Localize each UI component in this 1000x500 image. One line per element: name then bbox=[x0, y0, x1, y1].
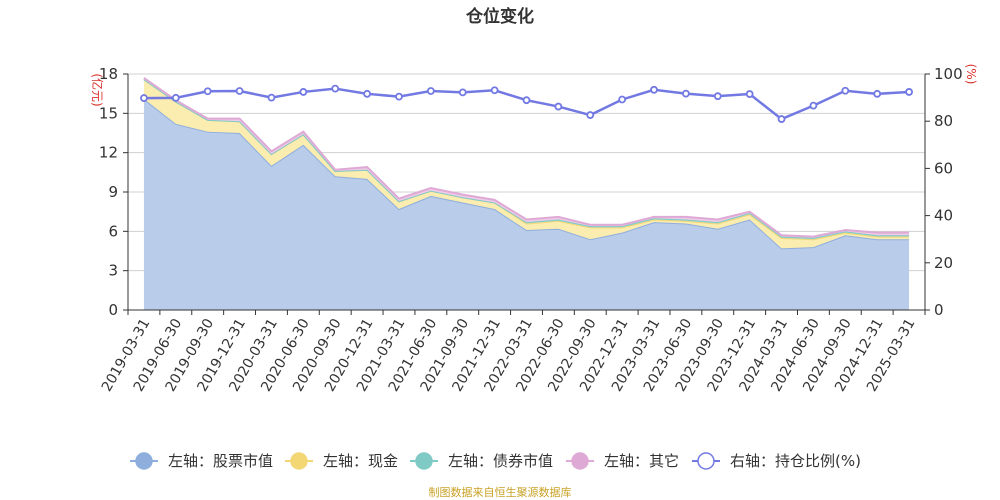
ratio-point[interactable] bbox=[171, 93, 180, 102]
legend-item-1[interactable]: 左轴：现金 bbox=[285, 452, 398, 470]
legend-label: 左轴：债券市值 bbox=[448, 452, 553, 470]
ratio-point[interactable] bbox=[458, 88, 467, 97]
ratio-point[interactable] bbox=[682, 89, 690, 98]
ratio-point[interactable] bbox=[873, 89, 882, 98]
legend-swatch-marker bbox=[290, 452, 308, 470]
legend-label: 左轴：股票市值 bbox=[168, 452, 273, 470]
ratio-point[interactable] bbox=[554, 102, 563, 111]
left-axis-unit: (亿元) bbox=[90, 73, 105, 106]
ratio-point[interactable] bbox=[235, 87, 244, 95]
legend-swatch-marker bbox=[571, 452, 589, 470]
ratio-point[interactable] bbox=[841, 86, 850, 95]
area-edge-3 bbox=[143, 77, 910, 238]
legend-swatch-marker bbox=[415, 452, 433, 470]
ratio-point[interactable] bbox=[650, 85, 658, 94]
ratio-point[interactable] bbox=[618, 95, 627, 104]
legend-item-0[interactable]: 左轴：股票市值 bbox=[130, 452, 273, 470]
ratio-line-series bbox=[140, 84, 913, 123]
legend-item-4[interactable]: 右轴：持仓比例(%) bbox=[692, 452, 861, 470]
ratio-point[interactable] bbox=[331, 84, 340, 93]
left-tick-label: 12 bbox=[99, 144, 118, 162]
ratio-point[interactable] bbox=[299, 88, 308, 96]
legend-swatch-marker bbox=[697, 452, 715, 470]
area-0 bbox=[143, 98, 910, 310]
legend-label: 左轴：现金 bbox=[323, 452, 398, 470]
ratio-point[interactable] bbox=[586, 111, 595, 119]
legend-item-3[interactable]: 左轴：其它 bbox=[566, 452, 679, 470]
legend-swatch-marker bbox=[135, 452, 153, 470]
ratio-point[interactable] bbox=[777, 115, 786, 123]
right-tick-label: 40 bbox=[934, 207, 953, 225]
right-tick-label: 80 bbox=[934, 112, 953, 130]
ratio-point[interactable] bbox=[713, 92, 722, 101]
right-tick-label: 20 bbox=[934, 254, 953, 272]
legend-label: 右轴：持仓比例(%) bbox=[730, 452, 861, 470]
right-tick-label: 60 bbox=[934, 159, 953, 177]
data-source-note: 制图数据来自恒生聚源数据库 bbox=[429, 485, 572, 499]
ratio-point[interactable] bbox=[203, 87, 212, 96]
left-tick-label: 18 bbox=[99, 65, 118, 83]
ratio-point[interactable] bbox=[490, 86, 499, 95]
ratio-point[interactable] bbox=[426, 87, 435, 95]
right-axis-unit: (%) bbox=[964, 64, 978, 85]
ratio-point[interactable] bbox=[395, 92, 403, 101]
legend-item-2[interactable]: 左轴：债券市值 bbox=[410, 452, 553, 470]
ratio-point[interactable] bbox=[809, 101, 818, 110]
left-tick-label: 6 bbox=[108, 222, 118, 240]
ratio-point[interactable] bbox=[140, 94, 148, 102]
right-tick-label: 0 bbox=[934, 301, 944, 319]
ratio-point[interactable] bbox=[745, 90, 754, 98]
area-series bbox=[143, 77, 910, 310]
left-tick-label: 0 bbox=[108, 301, 118, 319]
ratio-point[interactable] bbox=[905, 88, 913, 96]
right-tick-label: 100 bbox=[934, 65, 963, 83]
legend[interactable]: 左轴：股票市值 左轴：现金 左轴：债券市值 左轴：其它 右轴：持仓比例(%) bbox=[130, 452, 861, 470]
legend-label: 左轴：其它 bbox=[604, 452, 679, 470]
ratio-point[interactable] bbox=[522, 96, 531, 105]
left-tick-label: 3 bbox=[108, 262, 118, 280]
chart-title: 仓位变化 bbox=[465, 6, 534, 27]
left-tick-label: 9 bbox=[108, 183, 118, 201]
ratio-point[interactable] bbox=[267, 93, 276, 102]
left-tick-label: 15 bbox=[99, 104, 118, 122]
ratio-point[interactable] bbox=[363, 89, 372, 98]
